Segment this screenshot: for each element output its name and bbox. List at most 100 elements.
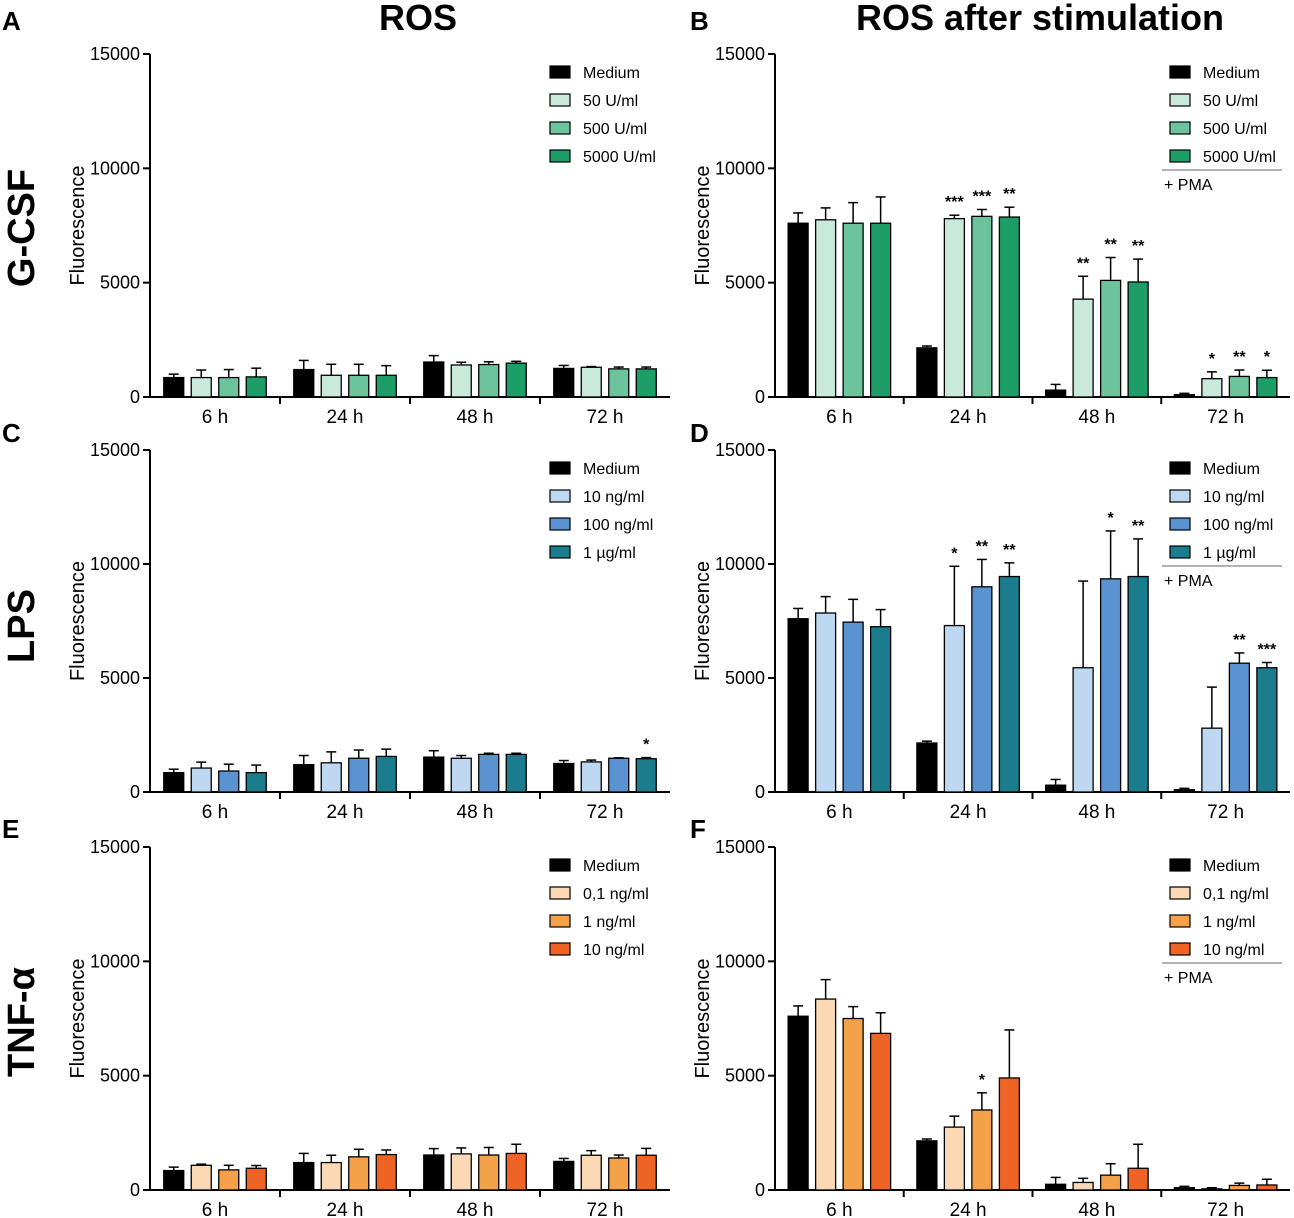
x-category-label: 6 h (202, 407, 228, 428)
significance-label: ** (1003, 542, 1016, 559)
bar (1044, 784, 1067, 793)
significance-label: ** (1077, 255, 1090, 272)
x-category-label: 72 h (1207, 407, 1244, 428)
legend-swatch (1169, 65, 1191, 79)
y-tick-label: 10000 (90, 158, 140, 178)
bar (423, 756, 445, 793)
legend-swatch (1169, 914, 1191, 928)
significance-label: * (1209, 351, 1216, 368)
legend: Medium 50 U/ml 500 U/ml 5000 U/ml + PMA (1162, 65, 1282, 194)
bar (998, 216, 1021, 398)
significance-label: ** (1003, 186, 1016, 203)
bar (1099, 578, 1122, 793)
bar (842, 1017, 864, 1191)
y-tick-label: 0 (755, 782, 765, 802)
bar (553, 367, 575, 398)
y-tick-label: 15000 (90, 44, 140, 64)
significance-label: ** (1233, 349, 1246, 366)
y-tick-label: 10000 (715, 951, 765, 971)
significance-label: * (1264, 349, 1271, 366)
legend-label: Medium (1203, 858, 1260, 875)
bar (1228, 1184, 1251, 1191)
legend-label: 1 ng/ml (1203, 914, 1255, 931)
x-category-label: 24 h (950, 1200, 987, 1218)
bar (916, 742, 938, 793)
bar (1201, 727, 1223, 793)
bar (787, 222, 809, 398)
y-tick-label: 5000 (100, 273, 140, 293)
x-category-label: 48 h (1078, 407, 1115, 428)
bar (787, 618, 809, 793)
x-category-label: 6 h (826, 802, 852, 823)
legend-swatch (549, 149, 571, 163)
bar (1099, 1174, 1122, 1191)
row-label-tnf: TNF-α (1, 967, 43, 1077)
legend-label: 500 U/ml (1203, 121, 1267, 138)
y-tick-label: 5000 (725, 668, 765, 688)
bar (1256, 667, 1278, 793)
panel-f: F 0 5000 10000 15000 Fluorescence 6 h 24 h * 48 h… (690, 814, 1290, 1218)
legend-label: 100 ng/ml (1203, 517, 1273, 534)
panel-letter: E (2, 814, 19, 844)
bar (478, 753, 500, 793)
x-category-label: 72 h (587, 802, 624, 823)
legend-label: Medium (1203, 65, 1260, 82)
bar (580, 761, 602, 793)
legend-swatch (1169, 545, 1191, 559)
legend-label: 1 µg/ml (1203, 545, 1256, 562)
legend-label: 10 ng/ml (1203, 942, 1264, 959)
column-title-ros-after-stimulation: ROS after stimulation (856, 0, 1224, 38)
legend-swatch (1169, 149, 1191, 163)
y-axis-label: Fluorescence (67, 165, 89, 285)
bar (971, 1109, 993, 1191)
legend-label: 50 U/ml (583, 93, 638, 110)
bar (293, 368, 315, 398)
legend-label: 10 ng/ml (1203, 489, 1264, 506)
y-axis-label: Fluorescence (692, 958, 714, 1078)
legend-swatch (549, 545, 571, 559)
bar (635, 368, 657, 398)
significance-label: *** (945, 194, 964, 211)
y-tick-label: 0 (130, 1180, 140, 1200)
bar (293, 763, 315, 793)
bar (505, 1152, 527, 1191)
bar (635, 1154, 657, 1191)
legend-label: 50 U/ml (1203, 93, 1258, 110)
x-category-label: 72 h (1207, 802, 1244, 823)
y-axis-label: Fluorescence (67, 561, 89, 681)
bar (450, 757, 472, 793)
bar (348, 374, 370, 398)
legend-note: + PMA (1164, 970, 1213, 987)
y-tick-label: 5000 (725, 1066, 765, 1086)
bar (375, 374, 397, 398)
bar (1044, 1183, 1067, 1191)
bar (1173, 394, 1196, 398)
significance-label: ** (1132, 238, 1145, 255)
legend-label: 0,1 ng/ml (1203, 886, 1269, 903)
bar (478, 1154, 500, 1191)
legend-swatch (1169, 517, 1191, 531)
panel-e: E 0 5000 10000 15000 Fluorescence 6 h 24 h 48 h 7… (2, 814, 670, 1218)
legend-swatch (549, 886, 571, 900)
bar (1256, 376, 1278, 398)
bar (1099, 279, 1122, 398)
legend-label: 500 U/ml (583, 121, 647, 138)
legend-swatch (549, 858, 571, 872)
bar (608, 368, 630, 398)
legend: Medium 10 ng/ml 100 ng/ml 1 µg/ml (549, 461, 653, 562)
bar (608, 757, 630, 793)
bar (1256, 1184, 1278, 1191)
legend-swatch (1169, 489, 1191, 503)
chart-panels: A 0 5000 10000 15000 Fluorescence 6 h 24 h 48 h 7… (2, 6, 1290, 1218)
bar (348, 1156, 370, 1191)
legend-swatch (549, 65, 571, 79)
bar (1044, 389, 1067, 398)
y-tick-label: 15000 (90, 440, 140, 460)
legend-swatch (549, 93, 571, 107)
bar (1072, 667, 1094, 793)
y-axis-label: Fluorescence (67, 958, 89, 1078)
legend-label: 5000 U/ml (583, 149, 656, 166)
significance-label: * (979, 1072, 986, 1089)
legend-label: Medium (583, 461, 640, 478)
